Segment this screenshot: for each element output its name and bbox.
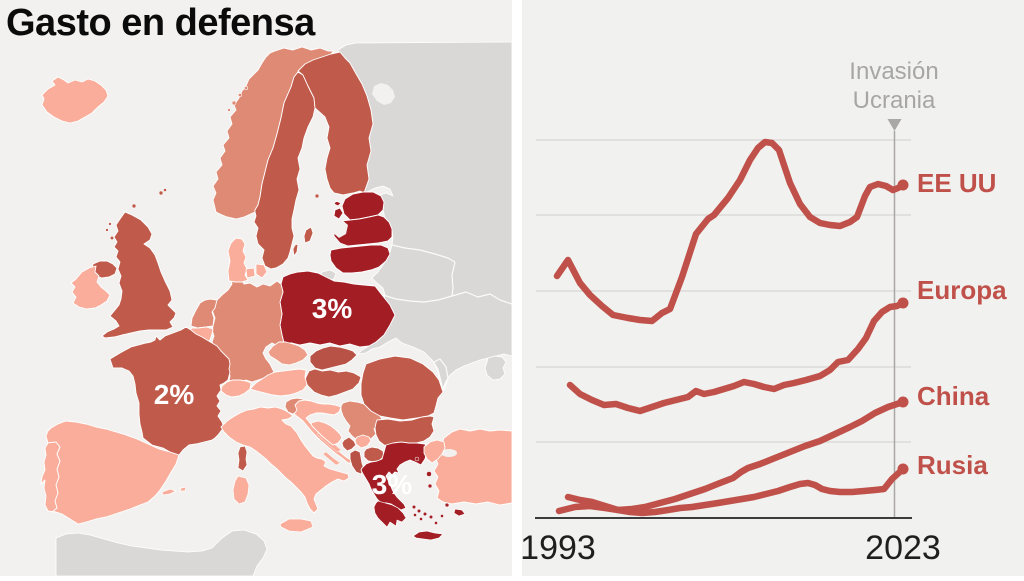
svg-text:2023: 2023: [865, 529, 941, 567]
svg-text:3%: 3%: [312, 293, 353, 324]
svg-text:Invasión: Invasión: [849, 58, 938, 85]
svg-text:Europa: Europa: [917, 275, 1007, 305]
svg-text:EE UU: EE UU: [917, 168, 996, 198]
svg-text:Ucrania: Ucrania: [853, 87, 936, 114]
svg-text:China: China: [917, 381, 990, 411]
svg-text:2%: 2%: [154, 379, 195, 410]
svg-text:3%: 3%: [372, 469, 413, 500]
svg-text:Rusia: Rusia: [917, 450, 988, 480]
svg-text:1993: 1993: [522, 529, 596, 567]
